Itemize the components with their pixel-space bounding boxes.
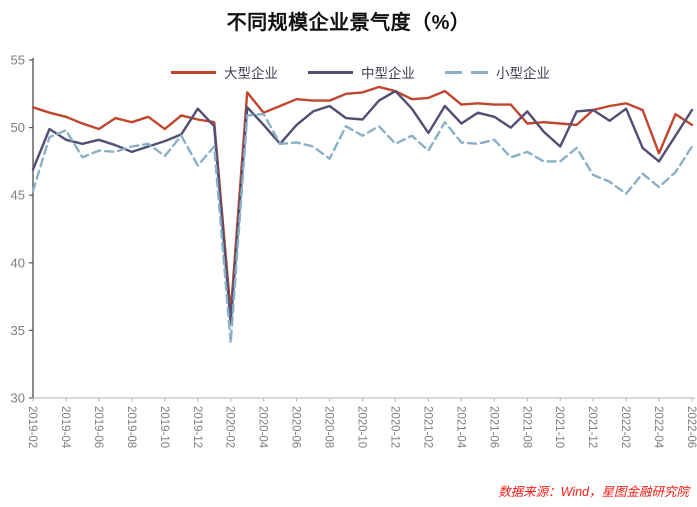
svg-text:2021-06: 2021-06 [487,406,499,448]
legend-label-large: 大型企业 [224,66,278,81]
legend-label-medium: 中型企业 [361,66,415,81]
svg-text:2020-10: 2020-10 [356,406,368,448]
svg-text:2019-02: 2019-02 [26,406,38,448]
svg-text:2022-02: 2022-02 [619,406,631,448]
svg-text:2019-04: 2019-04 [59,406,71,449]
svg-text:2020-08: 2020-08 [323,406,335,448]
svg-text:2022-04: 2022-04 [652,406,664,449]
svg-text:2021-10: 2021-10 [553,406,565,448]
svg-text:2022-06: 2022-06 [685,406,697,448]
legend-item-large: 大型企业 [171,62,278,82]
svg-text:55: 55 [11,53,25,68]
line-chart: 30 35 40 45 50 55 2019-02 2019-04 2019-06 2019-08… [11,53,697,449]
legend-swatch-medium-line [308,70,353,74]
svg-text:35: 35 [11,323,25,338]
legend-swatch-small-dashed-line [445,70,488,74]
svg-text:2020-06: 2020-06 [290,406,302,448]
svg-text:2021-04: 2021-04 [454,406,466,449]
svg-text:45: 45 [11,188,25,203]
svg-text:2021-12: 2021-12 [586,406,598,448]
svg-text:50: 50 [11,120,25,135]
svg-text:40: 40 [11,255,25,270]
svg-text:2019-10: 2019-10 [158,406,170,448]
svg-text:30: 30 [11,391,25,406]
svg-text:2021-02: 2021-02 [421,406,433,448]
data-source-note: 数据来源：Wind，星图金融研究院 [498,485,689,499]
svg-text:2019-12: 2019-12 [191,406,203,448]
svg-text:2021-08: 2021-08 [520,406,532,448]
svg-text:2020-04: 2020-04 [257,406,269,449]
svg-text:2020-12: 2020-12 [388,406,400,448]
svg-text:2019-06: 2019-06 [92,406,104,448]
legend: 大型企业 中型企业 小型企业 [12,63,697,81]
legend-item-small: 小型企业 [445,62,550,82]
legend-item-medium: 中型企业 [308,62,415,82]
legend-swatch-large-line [171,70,216,74]
page-title: 不同规模企业景气度（%） [226,12,471,34]
legend-label-small: 小型企业 [496,66,550,81]
svg-text:2019-08: 2019-08 [125,406,137,448]
svg-text:2020-02: 2020-02 [224,406,236,448]
